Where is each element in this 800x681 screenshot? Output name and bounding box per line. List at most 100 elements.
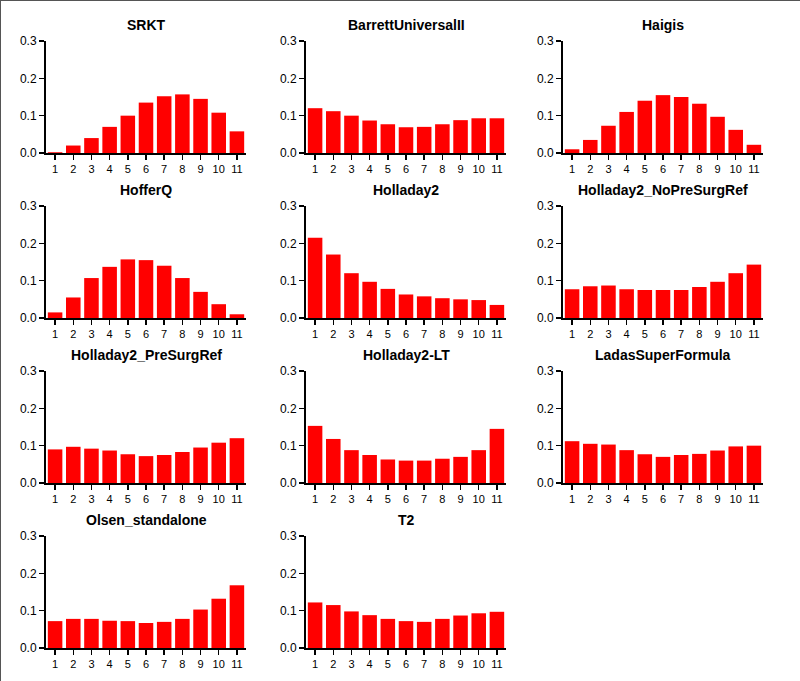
- svg-text:0.1: 0.1: [20, 439, 37, 453]
- svg-text:3: 3: [348, 658, 354, 670]
- svg-text:7: 7: [421, 493, 427, 505]
- svg-text:0.3: 0.3: [280, 364, 297, 378]
- svg-text:9: 9: [197, 658, 203, 670]
- svg-text:5: 5: [125, 658, 131, 670]
- svg-text:2: 2: [587, 493, 593, 505]
- svg-text:1: 1: [312, 163, 318, 175]
- svg-text:3: 3: [88, 658, 94, 670]
- svg-text:7: 7: [421, 163, 427, 175]
- svg-text:2: 2: [70, 658, 76, 670]
- svg-text:1: 1: [569, 493, 575, 505]
- svg-text:2: 2: [330, 493, 336, 505]
- svg-text:0.0: 0.0: [537, 476, 554, 490]
- svg-text:1: 1: [312, 658, 318, 670]
- svg-text:9: 9: [714, 328, 720, 340]
- svg-text:11: 11: [491, 493, 502, 505]
- svg-text:10: 10: [473, 163, 485, 175]
- svg-text:Olsen_standalone: Olsen_standalone: [86, 512, 207, 528]
- svg-text:7: 7: [678, 328, 684, 340]
- svg-text:9: 9: [197, 163, 203, 175]
- svg-text:7: 7: [161, 493, 167, 505]
- svg-text:0.1: 0.1: [280, 274, 297, 288]
- svg-text:Haigis: Haigis: [642, 17, 684, 33]
- svg-text:0.2: 0.2: [280, 72, 297, 86]
- svg-text:BarrettUniversalII: BarrettUniversalII: [348, 17, 465, 33]
- svg-text:3: 3: [348, 163, 354, 175]
- svg-text:9: 9: [457, 493, 463, 505]
- svg-text:10: 10: [730, 493, 742, 505]
- svg-text:0.0: 0.0: [20, 476, 37, 490]
- svg-text:0.3: 0.3: [20, 199, 37, 213]
- svg-text:1: 1: [52, 163, 58, 175]
- svg-text:0.1: 0.1: [280, 439, 297, 453]
- svg-text:8: 8: [439, 658, 445, 670]
- svg-text:8: 8: [696, 493, 702, 505]
- svg-text:4: 4: [624, 328, 630, 340]
- svg-text:0.2: 0.2: [537, 72, 554, 86]
- svg-text:0.2: 0.2: [280, 567, 297, 581]
- svg-text:11: 11: [491, 163, 502, 175]
- svg-text:10: 10: [730, 163, 742, 175]
- svg-text:10: 10: [213, 163, 225, 175]
- svg-text:3: 3: [88, 163, 94, 175]
- svg-text:0.3: 0.3: [280, 199, 297, 213]
- svg-text:6: 6: [660, 328, 666, 340]
- svg-text:0.0: 0.0: [280, 311, 297, 325]
- svg-text:0.0: 0.0: [20, 311, 37, 325]
- svg-text:3: 3: [605, 163, 611, 175]
- svg-text:10: 10: [213, 658, 225, 670]
- svg-text:7: 7: [161, 328, 167, 340]
- svg-text:11: 11: [231, 163, 242, 175]
- svg-text:0.0: 0.0: [280, 146, 297, 160]
- svg-text:5: 5: [125, 328, 131, 340]
- svg-text:8: 8: [439, 328, 445, 340]
- svg-text:6: 6: [403, 658, 409, 670]
- svg-text:10: 10: [213, 328, 225, 340]
- svg-text:11: 11: [748, 493, 759, 505]
- svg-text:0.3: 0.3: [280, 34, 297, 48]
- svg-text:10: 10: [730, 328, 742, 340]
- svg-text:6: 6: [660, 493, 666, 505]
- svg-text:0.3: 0.3: [537, 199, 554, 213]
- svg-text:0.0: 0.0: [537, 311, 554, 325]
- svg-text:6: 6: [143, 163, 149, 175]
- svg-text:2: 2: [70, 328, 76, 340]
- svg-text:8: 8: [696, 163, 702, 175]
- svg-text:3: 3: [605, 493, 611, 505]
- svg-text:9: 9: [197, 328, 203, 340]
- svg-text:5: 5: [642, 493, 648, 505]
- svg-text:4: 4: [367, 658, 373, 670]
- svg-text:Holladay2: Holladay2: [373, 182, 439, 198]
- svg-text:1: 1: [52, 328, 58, 340]
- svg-text:7: 7: [421, 658, 427, 670]
- svg-text:7: 7: [678, 163, 684, 175]
- svg-text:9: 9: [197, 493, 203, 505]
- svg-text:1: 1: [569, 163, 575, 175]
- svg-text:5: 5: [385, 658, 391, 670]
- svg-text:7: 7: [421, 328, 427, 340]
- svg-text:3: 3: [605, 328, 611, 340]
- svg-text:0.1: 0.1: [20, 274, 37, 288]
- svg-text:3: 3: [348, 328, 354, 340]
- svg-text:5: 5: [642, 328, 648, 340]
- svg-text:9: 9: [714, 493, 720, 505]
- svg-text:11: 11: [748, 163, 759, 175]
- svg-text:5: 5: [642, 163, 648, 175]
- svg-text:11: 11: [231, 658, 242, 670]
- svg-text:8: 8: [439, 493, 445, 505]
- svg-text:0.3: 0.3: [20, 529, 37, 543]
- svg-text:0.0: 0.0: [280, 476, 297, 490]
- svg-text:Holladay2_PreSurgRef: Holladay2_PreSurgRef: [71, 347, 222, 363]
- svg-text:4: 4: [367, 493, 373, 505]
- svg-text:0.2: 0.2: [20, 72, 37, 86]
- svg-text:11: 11: [231, 493, 242, 505]
- svg-text:10: 10: [213, 493, 225, 505]
- svg-text:0.1: 0.1: [280, 604, 297, 618]
- svg-text:6: 6: [403, 493, 409, 505]
- svg-text:5: 5: [125, 163, 131, 175]
- svg-text:0.2: 0.2: [20, 402, 37, 416]
- svg-text:11: 11: [491, 328, 502, 340]
- svg-text:9: 9: [714, 163, 720, 175]
- svg-text:2: 2: [70, 493, 76, 505]
- svg-text:4: 4: [367, 328, 373, 340]
